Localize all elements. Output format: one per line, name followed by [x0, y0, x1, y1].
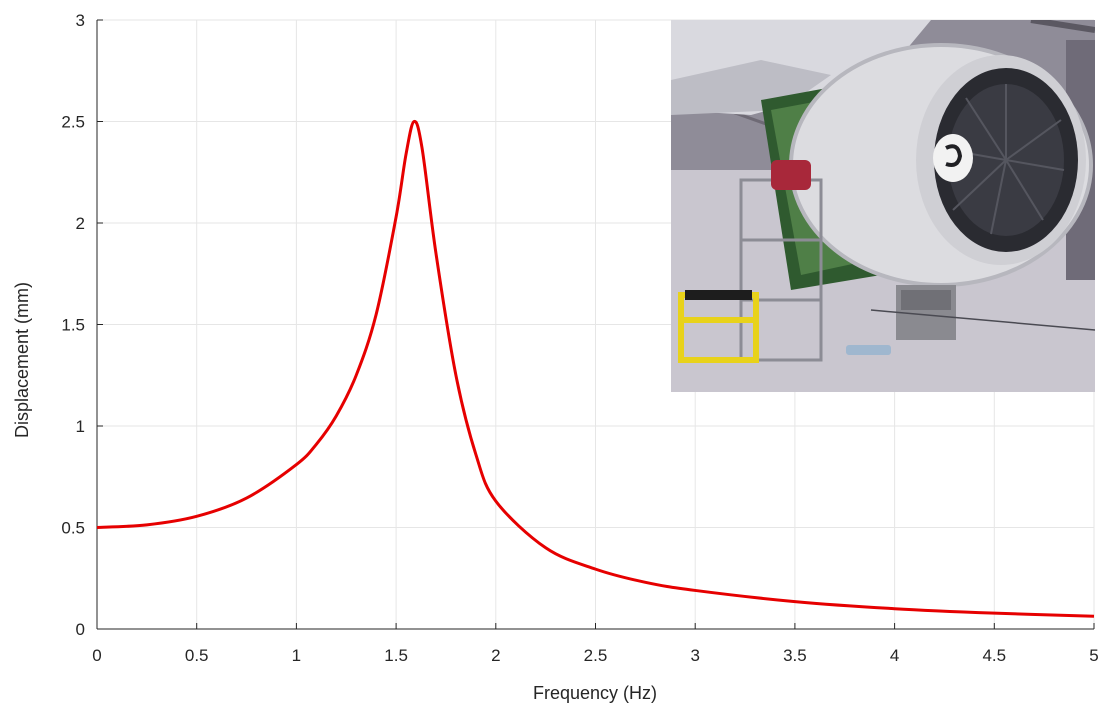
x-tick-label: 0.5 — [185, 646, 209, 665]
y-tick-label: 2.5 — [61, 113, 85, 132]
x-tick-label: 2.5 — [584, 646, 608, 665]
y-tick-label: 1.5 — [61, 316, 85, 335]
x-tick-label: 2 — [491, 646, 500, 665]
y-tick-label: 3 — [76, 11, 85, 30]
y-axis-label: Displacement (mm) — [12, 282, 32, 438]
x-tick-label: 3.5 — [783, 646, 807, 665]
x-tick-labels: 0 0.5 1 1.5 2 2.5 3 3.5 4 4.5 5 — [92, 623, 1098, 665]
x-tick-label: 1.5 — [384, 646, 408, 665]
y-tick-label: 2 — [76, 214, 85, 233]
series-layer — [96, 119, 1095, 618]
series-line-0 — [96, 119, 1095, 618]
x-tick-label: 0 — [92, 646, 101, 665]
x-tick-label: 3 — [690, 646, 699, 665]
x-tick-label: 4 — [890, 646, 899, 665]
y-tick-labels: 0 0.5 1 1.5 2 2.5 3 — [61, 11, 103, 639]
x-tick-label: 5 — [1089, 646, 1098, 665]
y-tick-label: 0.5 — [61, 519, 85, 538]
y-tick-label: 1 — [76, 417, 85, 436]
x-tick-label: 4.5 — [982, 646, 1006, 665]
x-axis-label: Frequency (Hz) — [533, 683, 657, 703]
x-tick-label: 1 — [292, 646, 301, 665]
jet-engine-photo — [671, 20, 1095, 392]
y-tick-label: 0 — [76, 620, 85, 639]
